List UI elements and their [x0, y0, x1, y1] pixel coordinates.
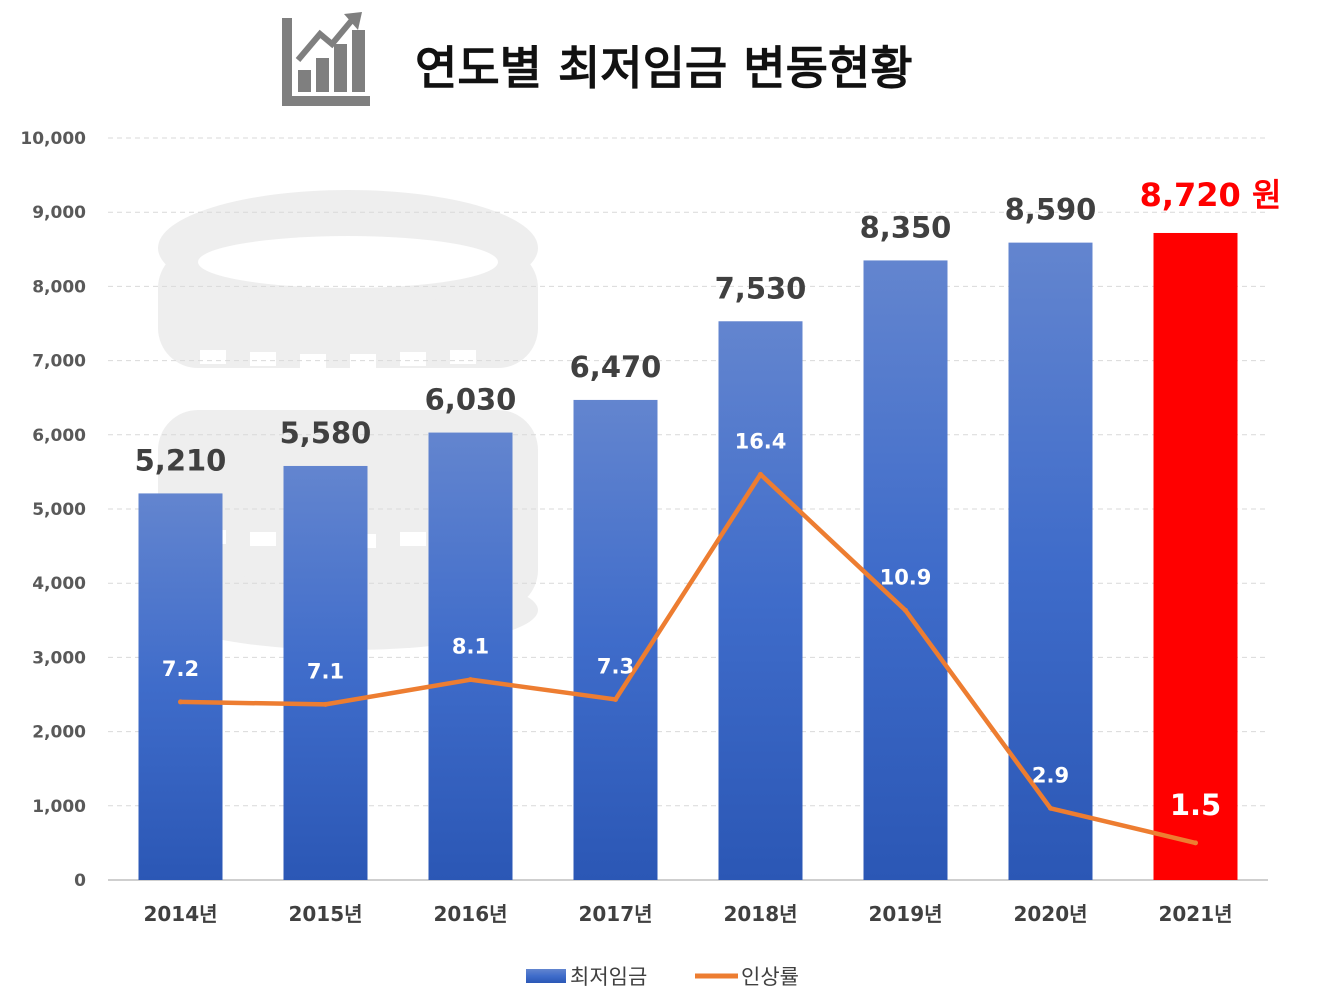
y-tick-label: 8,000 [32, 277, 86, 297]
bar-2014년 [138, 493, 223, 880]
legend: 최저임금 인상률 [526, 965, 799, 989]
rate-value-label: 2.9 [1032, 763, 1069, 787]
rate-value-label: 7.1 [307, 659, 344, 683]
bar-value-label: 6,470 [570, 350, 662, 384]
y-tick-label: 2,000 [32, 723, 86, 743]
rate-point [178, 699, 183, 705]
y-tick-label: 4,000 [32, 574, 86, 594]
legend-swatch-bar [526, 969, 566, 983]
x-tick-label: 2015년 [288, 902, 362, 926]
rate-point [613, 696, 618, 702]
y-tick-label: 0 [74, 871, 86, 891]
y-tick-label: 6,000 [32, 426, 86, 446]
y-tick-label: 1,000 [32, 797, 86, 817]
bar-value-label: 5,210 [135, 443, 227, 477]
bar-value-label: 8,720 원 [1140, 176, 1282, 214]
bar-value-label: 8,350 [860, 210, 952, 244]
bar-2016년 [428, 432, 513, 880]
rate-point [1048, 805, 1053, 811]
x-tick-label: 2019년 [868, 902, 942, 926]
legend-label-line: 인상률 [741, 965, 799, 989]
rate-point [1193, 840, 1198, 846]
legend-label-bar: 최저임금 [570, 965, 647, 989]
rate-point [903, 607, 908, 613]
x-tick-label: 2014년 [143, 902, 217, 926]
bar-value-label: 8,590 [1005, 193, 1097, 227]
rate-point [323, 701, 328, 707]
bar-2017년 [573, 399, 658, 880]
rate-value-label: 7.3 [597, 654, 634, 678]
y-tick-label: 5,000 [32, 500, 86, 520]
bar-value-label: 7,530 [715, 271, 807, 305]
bar-2018년 [718, 321, 803, 880]
bar-chart-growth-icon [282, 12, 370, 106]
rate-value-label: 7.2 [162, 657, 199, 681]
x-tick-label: 2020년 [1013, 902, 1087, 926]
rate-line [180, 472, 1197, 846]
rate-value-label: 1.5 [1170, 788, 1221, 822]
bar-2015년 [283, 465, 368, 880]
x-tick-label: 2018년 [723, 902, 797, 926]
x-tick-label: 2021년 [1158, 902, 1232, 926]
chart-title: 연도별 최저임금 변동현황 [415, 41, 913, 95]
rate-point [468, 677, 473, 683]
y-tick-label: 7,000 [32, 352, 86, 372]
y-tick-label: 9,000 [32, 203, 86, 223]
rate-value-label: 16.4 [735, 429, 787, 453]
y-tick-label: 3,000 [32, 648, 86, 668]
rate-value-label: 8.1 [452, 635, 489, 659]
x-tick-label: 2017년 [578, 902, 652, 926]
rate-point [758, 471, 763, 477]
bar-value-label: 5,580 [280, 416, 372, 450]
bar-value-label: 6,030 [425, 383, 517, 417]
bar-2021년 [1153, 232, 1238, 880]
x-tick-label: 2016년 [433, 902, 507, 926]
rate-value-label: 10.9 [880, 565, 932, 589]
y-tick-label: 10,000 [20, 129, 86, 149]
bar-2019년 [863, 260, 948, 880]
